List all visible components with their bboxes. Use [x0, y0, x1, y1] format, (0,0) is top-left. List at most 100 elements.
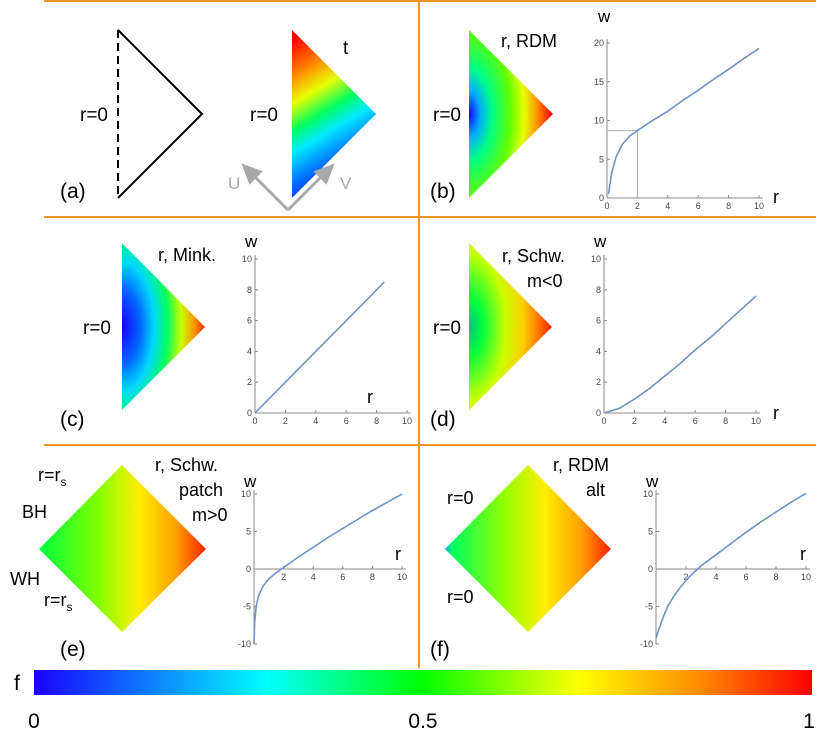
x-tick-label: 10: [801, 572, 811, 582]
x-tick-label: 8: [726, 201, 731, 211]
plot-b: 0 2 4 6 8 10 0 5 10 15 20 w r: [594, 7, 779, 211]
panel-title: r, RDM: [501, 31, 557, 51]
x-tick-label: 10: [402, 416, 412, 426]
y-axis-label: w: [243, 472, 257, 491]
x-tick-label: 2: [281, 572, 286, 582]
y-tick-label: 0: [247, 408, 252, 418]
x-tick-label: 8: [773, 572, 778, 582]
panel-title-1: r, Schw.: [155, 455, 218, 475]
x-tick-label: 2: [683, 572, 688, 582]
colorbar-gradient: [34, 670, 812, 695]
panel-tag: (a): [60, 180, 86, 203]
panel-c: r, Mink. r=0 (c) 0 2 4 6 8 10 0 2 4 6 8 10 w r: [60, 232, 412, 431]
x-tick-label: 10: [754, 201, 764, 211]
panel-tag: (d): [430, 408, 456, 431]
r0-label: r=0: [83, 318, 111, 339]
panel-title: r, Mink.: [158, 245, 216, 265]
y-tick-label: 8: [247, 285, 252, 295]
r0-label: r=0: [433, 318, 461, 339]
x-tick-label: 4: [313, 416, 318, 426]
y-tick-label: 2: [596, 377, 601, 387]
panel-dividers: [44, 0, 816, 668]
bottom-boundary-label: r=0: [447, 587, 474, 607]
y-tick-label: 10: [242, 254, 252, 264]
wh-label: WH: [10, 569, 40, 589]
series-line: [253, 493, 403, 645]
panel-a: r=0 (a) t r=0 U V: [60, 29, 376, 212]
x-axis-label: r: [773, 187, 779, 207]
t-label: t: [343, 38, 349, 59]
panel-tag: (f): [430, 638, 450, 661]
y-tick-label: 6: [247, 316, 252, 326]
y-tick-label: 10: [241, 489, 251, 499]
panel-tag: (b): [430, 180, 456, 203]
x-tick-label: 4: [713, 572, 718, 582]
y-tick-label: 10: [591, 254, 601, 264]
panel-title-2: m<0: [527, 271, 563, 291]
u-label: U: [228, 174, 240, 193]
r0-label: r=0: [80, 105, 108, 126]
y-axis-label: w: [593, 232, 607, 251]
x-tick-label: 2: [632, 416, 637, 426]
x-tick-label: 6: [696, 201, 701, 211]
panel-title-1: r, RDM: [553, 455, 609, 475]
colorbar: f 0 0.5 1: [14, 670, 815, 733]
y-tick-label: 0: [596, 408, 601, 418]
top-boundary-label: r=rs: [38, 465, 67, 489]
bh-label: BH: [22, 502, 47, 522]
series-line: [655, 492, 807, 639]
y-tick-label: 15: [594, 77, 604, 87]
penrose-outline: [117, 29, 204, 199]
y-tick-label: 4: [596, 346, 601, 356]
x-tick-label: 8: [370, 572, 375, 582]
x-axis-label: r: [395, 544, 401, 564]
bottom-boundary-label: r=rs: [44, 590, 73, 614]
y-tick-label: 0: [246, 564, 251, 574]
y-tick-label: 5: [648, 527, 653, 537]
y-axis-label: w: [244, 232, 258, 251]
plot-c: 0 2 4 6 8 10 0 2 4 6 8 10 w r: [242, 232, 412, 426]
panel-b: r, RDM r=0 (b) 0 2 4 6 8 10 0 5 10 15 20 w r: [430, 7, 779, 211]
y-tick-label: -5: [645, 602, 653, 612]
series-line: [603, 295, 757, 414]
x-tick-label: 10: [397, 572, 407, 582]
panel-tag: (e): [60, 638, 86, 661]
series-line: [254, 281, 385, 414]
r0-label: r=0: [250, 105, 278, 126]
y-tick-label: -10: [640, 639, 653, 649]
x-axis-label: r: [367, 387, 373, 407]
colorbar-label: f: [14, 672, 20, 695]
y-tick-label: 6: [596, 316, 601, 326]
y-tick-label: 10: [594, 116, 604, 126]
x-tick-label: 4: [311, 572, 316, 582]
r-colormap-triangle: [469, 30, 553, 198]
panel-title-1: r, Schw.: [502, 246, 565, 266]
y-tick-label: 5: [246, 527, 251, 537]
series-line: [607, 47, 760, 195]
y-tick-label: 0: [599, 193, 604, 203]
y-tick-label: 8: [596, 285, 601, 295]
colorbar-max: 1: [803, 710, 815, 733]
x-tick-label: 4: [662, 416, 667, 426]
x-tick-label: 8: [723, 416, 728, 426]
x-tick-label: 8: [374, 416, 379, 426]
x-tick-label: 2: [635, 201, 640, 211]
x-axis-label: r: [800, 544, 806, 564]
x-tick-label: 10: [751, 416, 761, 426]
panel-title-2: patch: [179, 480, 223, 500]
reference-lines: [607, 130, 638, 198]
y-tick-label: 4: [247, 346, 252, 356]
y-axis-label: w: [645, 472, 659, 491]
y-tick-label: 2: [247, 377, 252, 387]
x-tick-label: 0: [601, 416, 606, 426]
y-axis-label: w: [597, 7, 611, 26]
r-colormap-triangle: [469, 243, 552, 410]
panel-title-3: m>0: [192, 505, 228, 525]
colorbar-min: 0: [28, 710, 40, 733]
x-tick-label: 6: [344, 416, 349, 426]
top-boundary-label: r=0: [447, 488, 474, 508]
r-colormap-triangle: [122, 243, 205, 410]
